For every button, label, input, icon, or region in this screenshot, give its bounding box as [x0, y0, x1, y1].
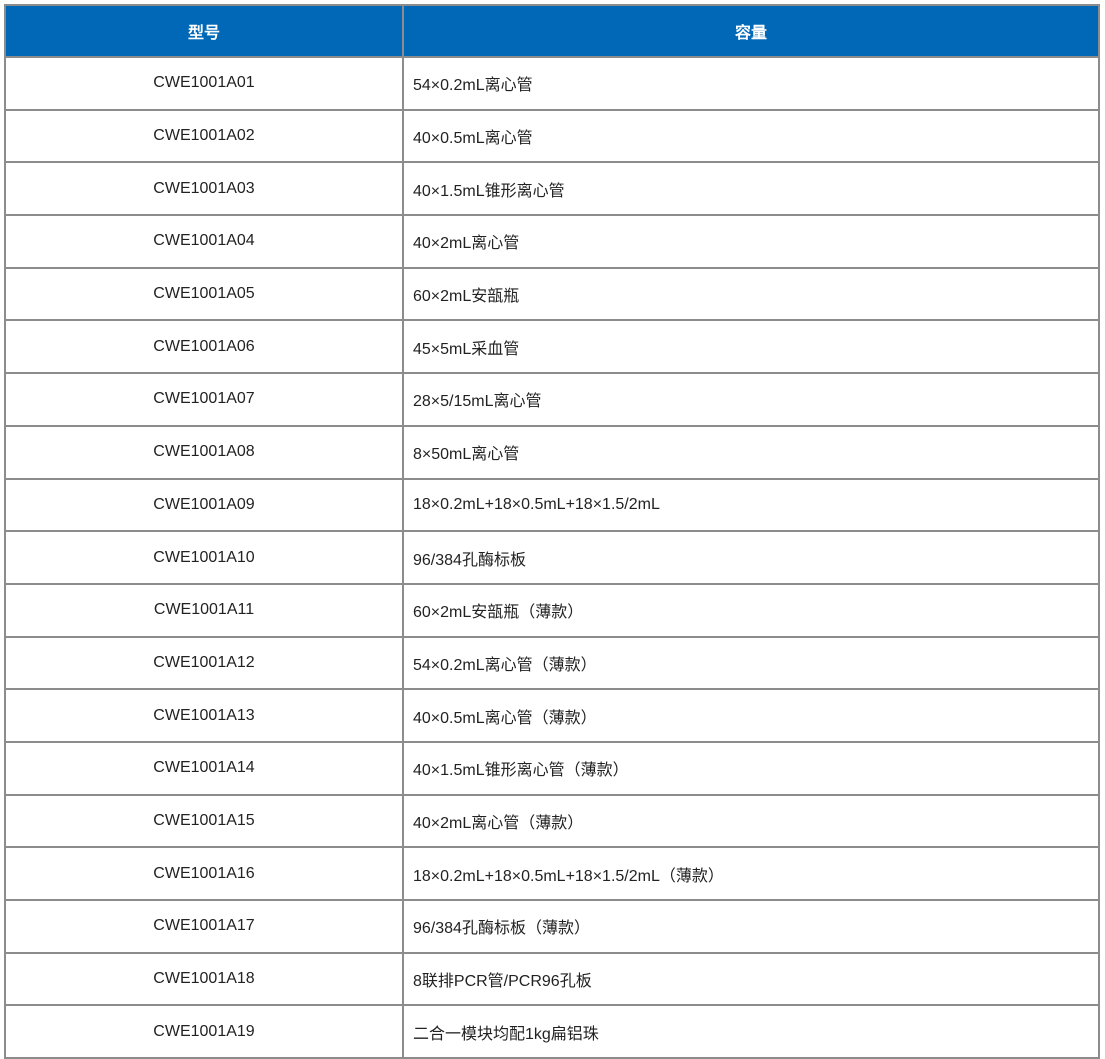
model-cell: CWE1001A15	[4, 793, 404, 849]
capacity-cell: 二合一模块均配1kg扁铝珠	[402, 1004, 1100, 1059]
table-row: CWE1001A17 96/384孔酶标板（薄款）	[4, 899, 1100, 954]
table-row: CWE1001A19 二合一模块均配1kg扁铝珠	[4, 1004, 1100, 1059]
capacity-cell: 18×0.2mL+18×0.5mL+18×1.5/2mL（薄款）	[402, 846, 1100, 901]
table-row: CWE1001A10 96/384孔酶标板	[4, 530, 1100, 585]
capacity-cell: 96/384孔酶标板（薄款）	[402, 899, 1100, 954]
capacity-cell: 40×0.5mL离心管（薄款）	[402, 688, 1100, 743]
model-cell: CWE1001A12	[4, 635, 404, 691]
table-row: CWE1001A06 45×5mL采血管	[4, 319, 1100, 375]
capacity-cell: 54×0.2mL离心管（薄款）	[402, 635, 1100, 691]
capacity-cell: 40×2mL离心管（薄款）	[402, 793, 1100, 849]
model-cell: CWE1001A02	[4, 108, 404, 164]
table-row: CWE1001A01 54×0.2mL离心管	[4, 56, 1100, 111]
model-cell: CWE1001A14	[4, 740, 404, 796]
model-cell: CWE1001A04	[4, 214, 404, 269]
table-row: CWE1001A02 40×0.5mL离心管	[4, 108, 1100, 164]
capacity-cell: 40×2mL离心管	[402, 214, 1100, 269]
capacity-cell: 18×0.2mL+18×0.5mL+18×1.5/2mL	[402, 477, 1100, 533]
header-row: 型号 容量	[4, 4, 1100, 58]
capacity-cell: 45×5mL采血管	[402, 319, 1100, 375]
capacity-cell: 96/384孔酶标板	[402, 530, 1100, 585]
header-capacity: 容量	[402, 4, 1100, 58]
capacity-cell: 60×2mL安瓿瓶（薄款）	[402, 582, 1100, 638]
table-row: CWE1001A15 40×2mL离心管（薄款）	[4, 793, 1100, 849]
model-cell: CWE1001A11	[4, 582, 404, 638]
model-cell: CWE1001A06	[4, 319, 404, 375]
model-cell: CWE1001A10	[4, 530, 404, 585]
model-cell: CWE1001A03	[4, 161, 404, 217]
table-row: CWE1001A11 60×2mL安瓿瓶（薄款）	[4, 582, 1100, 638]
table-row: CWE1001A05 60×2mL安瓿瓶	[4, 266, 1100, 322]
model-cell: CWE1001A08	[4, 424, 404, 480]
model-cell: CWE1001A01	[4, 56, 404, 111]
model-cell: CWE1001A17	[4, 899, 404, 954]
table-row: CWE1001A09 18×0.2mL+18×0.5mL+18×1.5/2mL	[4, 477, 1100, 533]
header-model: 型号	[4, 4, 404, 58]
model-cell: CWE1001A05	[4, 266, 404, 322]
table-row: CWE1001A08 8×50mL离心管	[4, 424, 1100, 480]
model-cell: CWE1001A19	[4, 1004, 404, 1059]
table-row: CWE1001A14 40×1.5mL锥形离心管（薄款）	[4, 740, 1100, 796]
table-row: CWE1001A04 40×2mL离心管	[4, 214, 1100, 269]
model-cell: CWE1001A18	[4, 951, 404, 1007]
table-row: CWE1001A03 40×1.5mL锥形离心管	[4, 161, 1100, 217]
table-row: CWE1001A13 40×0.5mL离心管（薄款）	[4, 688, 1100, 743]
capacity-cell: 28×5/15mL离心管	[402, 372, 1100, 427]
capacity-cell: 60×2mL安瓿瓶	[402, 266, 1100, 322]
capacity-cell: 8联排PCR管/PCR96孔板	[402, 951, 1100, 1007]
table-row: CWE1001A12 54×0.2mL离心管（薄款）	[4, 635, 1100, 691]
table-row: CWE1001A16 18×0.2mL+18×0.5mL+18×1.5/2mL（薄…	[4, 846, 1100, 901]
capacity-cell: 40×1.5mL锥形离心管	[402, 161, 1100, 217]
table-row: CWE1001A18 8联排PCR管/PCR96孔板	[4, 951, 1100, 1007]
model-cell: CWE1001A07	[4, 372, 404, 427]
table-row: CWE1001A07 28×5/15mL离心管	[4, 372, 1100, 427]
capacity-cell: 54×0.2mL离心管	[402, 56, 1100, 111]
model-cell: CWE1001A16	[4, 846, 404, 901]
model-cell: CWE1001A13	[4, 688, 404, 743]
spec-table: 型号 容量 CWE1001A01 54×0.2mL离心管 CWE1001A02 40×…	[4, 4, 1100, 1059]
model-cell: CWE1001A09	[4, 477, 404, 533]
capacity-cell: 40×1.5mL锥形离心管（薄款）	[402, 740, 1100, 796]
capacity-cell: 8×50mL离心管	[402, 424, 1100, 480]
capacity-cell: 40×0.5mL离心管	[402, 108, 1100, 164]
